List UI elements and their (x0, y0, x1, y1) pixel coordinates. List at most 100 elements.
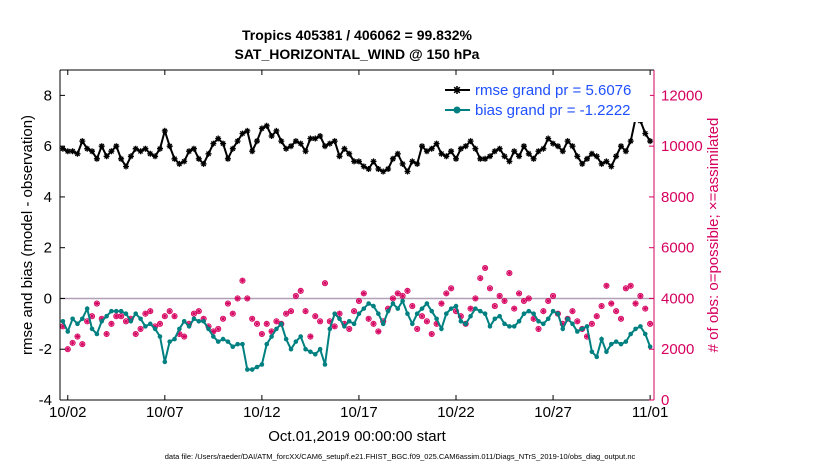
bias-point (507, 324, 512, 329)
rmse-point (224, 155, 231, 162)
obs-assimilated-point (337, 311, 342, 316)
obs-assimilated-point (385, 306, 391, 311)
obs-assimilated-point (216, 326, 221, 332)
obs-possible-point (482, 264, 489, 272)
obs-possible-point (166, 308, 173, 315)
bias-point (337, 316, 342, 322)
obs-possible-point (132, 330, 139, 338)
rmse-point (525, 150, 532, 157)
rmse-point (171, 155, 178, 162)
bias-point (167, 339, 172, 344)
obs-assimilated-point (366, 316, 371, 321)
obs-assimilated-point (162, 314, 167, 319)
obs-assimilated-point (609, 301, 614, 306)
obs-possible-point (181, 333, 188, 340)
obs-assimilated-point (487, 286, 493, 291)
rmse-point (113, 143, 120, 150)
obs-possible-point (516, 290, 523, 297)
rmse-point (423, 148, 430, 155)
obs-assimilated-point (148, 309, 153, 314)
bias-point (215, 339, 221, 344)
obs-possible-point (370, 320, 377, 327)
rmse-point (181, 158, 188, 165)
bias-point (526, 308, 532, 314)
obs-possible-point (263, 320, 270, 327)
obs-assimilated-point (186, 321, 192, 326)
x-axis-ticks: 10/02 10/07 10/12 10/17 10/22 10/27 11/01 (49, 70, 668, 421)
rmse-point (622, 148, 629, 155)
rmse-point (559, 148, 566, 155)
rmse-point (118, 155, 125, 162)
obs-possible-point (224, 300, 231, 307)
bias-point (419, 306, 425, 311)
obs-assimilated-point (424, 319, 430, 324)
rmse-point (278, 138, 285, 145)
rmse-point (205, 150, 212, 157)
bias-point (201, 319, 206, 324)
bias-point (99, 319, 105, 324)
legend: rmse grand pr = 5.6076 bias grand pr = -… (441, 76, 650, 122)
bias-point (152, 326, 158, 332)
x-tick-label: 10/02 (49, 404, 87, 421)
bias-point (308, 349, 313, 355)
bias-point (177, 326, 182, 332)
bias-point (642, 331, 648, 337)
rmse-point (93, 155, 100, 162)
rmse-point (341, 145, 348, 152)
bias-point (60, 319, 66, 324)
obs-possible-point (93, 300, 100, 307)
bias-point (240, 341, 245, 347)
bias-point (613, 339, 619, 344)
obs-possible-point (79, 341, 86, 348)
obs-possible-point (346, 325, 353, 332)
x-tick-label: 10/07 (146, 404, 184, 421)
obs-assimilated-point (143, 311, 148, 316)
rmse-point (132, 145, 139, 152)
rmse-point (152, 153, 159, 160)
obs-possible-point (496, 292, 503, 299)
bias-point (113, 308, 119, 314)
rmse-point (147, 150, 154, 157)
obs-possible-point (632, 300, 639, 307)
obs-assimilated-point (332, 324, 337, 329)
bias-point (429, 308, 435, 314)
rmse-point (108, 148, 115, 155)
obs-assimilated-point (570, 309, 575, 314)
bias-point (138, 316, 143, 322)
rmse-point (462, 143, 469, 150)
bias-point (628, 331, 634, 337)
bias-point (565, 316, 570, 322)
obs-possible-point (292, 292, 299, 299)
rmse-point (419, 143, 425, 150)
rmse-point (598, 160, 605, 167)
obs-assimilated-point (638, 293, 643, 299)
obs-assimilated-point (458, 314, 464, 319)
obs-assimilated-point (531, 316, 536, 321)
bias-point (487, 324, 493, 329)
left-tick-label: 2 (44, 240, 52, 257)
obs-possible-point (253, 320, 261, 327)
bias-point (400, 298, 405, 304)
rmse-point (414, 160, 421, 167)
rmse-point (166, 143, 173, 150)
bias-point (560, 326, 566, 332)
legend-box (441, 76, 650, 122)
obs-possible-point (603, 282, 610, 289)
bias-point (521, 311, 527, 316)
obs-assimilated-point (182, 334, 187, 339)
obs-possible-point (355, 297, 362, 305)
obs-assimilated-point (575, 319, 580, 324)
obs-possible-point (64, 346, 71, 353)
obs-assimilated-point (647, 321, 653, 326)
obs-assimilated-point (613, 309, 619, 314)
obs-assimilated-point (390, 296, 396, 301)
bias-point (84, 306, 90, 311)
left-axis-label: rmse and bias (model - observation) (19, 115, 36, 355)
rmse-point (200, 160, 207, 167)
obs-assimilated-point (167, 309, 172, 314)
obs-possible-point (142, 310, 149, 317)
obs-possible-point (161, 313, 168, 320)
obs-possible-point (423, 318, 430, 325)
obs-possible-point (297, 287, 304, 294)
left-tick-label: 8 (44, 87, 52, 104)
